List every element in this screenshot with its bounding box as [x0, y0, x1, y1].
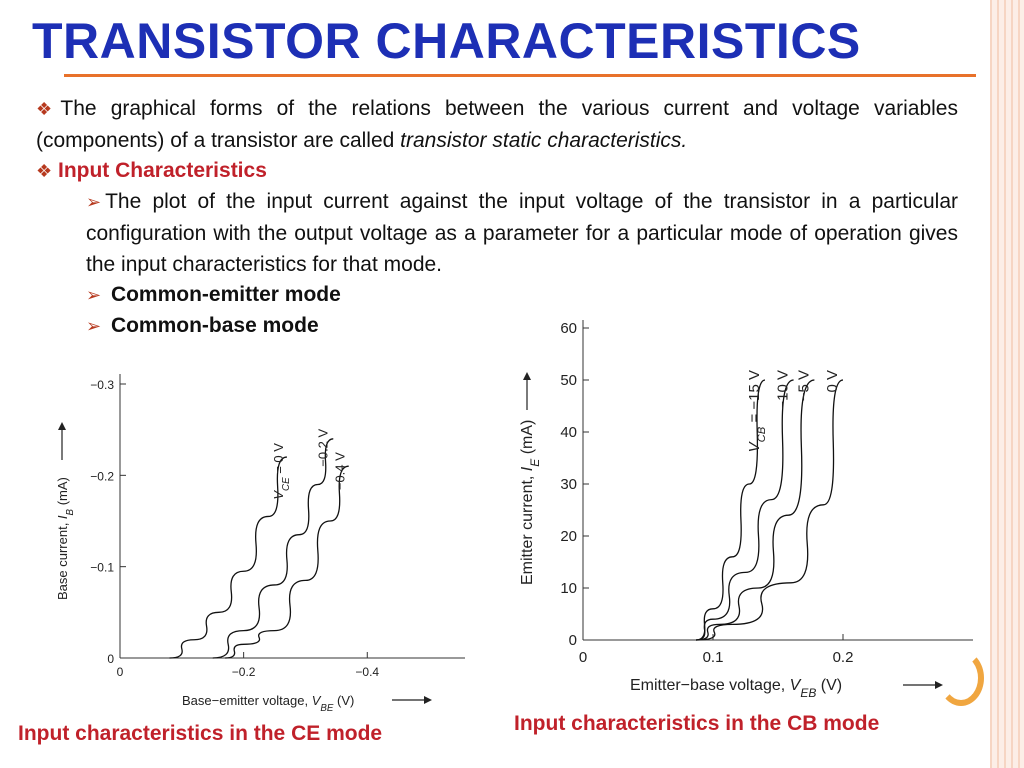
ce-chart-caption: Input characteristics in the CE mode	[18, 722, 383, 745]
y-axis-arrow-head	[58, 422, 66, 430]
x-tick-label: 0	[579, 649, 587, 666]
y-axis-label: Emitter current, IE (mA)	[519, 420, 542, 585]
x-axis-arrow-head	[424, 696, 432, 704]
x-tick-label: −0.2	[232, 665, 256, 679]
series-label-group: VCE = 0 V	[271, 443, 292, 500]
arrow-bullet-icon: ➢	[86, 285, 102, 305]
series-line	[696, 379, 815, 641]
y-tick-label: 50	[560, 372, 577, 389]
y-tick-label: 10	[560, 580, 577, 597]
series-label: VCB = −15 V	[746, 370, 768, 452]
y-tick-label: −0.2	[90, 469, 114, 483]
bullet-common-base: ➢ Common-base mode	[86, 310, 686, 342]
series-label-group: VCB = −15 V	[746, 370, 768, 452]
bullet-definition: ❖The graphical forms of the relations be…	[36, 93, 958, 156]
y-axis-arrow-head	[523, 372, 531, 380]
series-label: −0.4 V	[333, 452, 348, 490]
y-tick-label: 30	[560, 476, 577, 493]
series-label-group: −0.4 V	[333, 452, 348, 490]
x-tick-label: 0.2	[833, 649, 854, 666]
decorative-arc	[938, 650, 984, 706]
y-tick-label: −0.1	[90, 561, 114, 575]
y-tick-label: 0	[107, 652, 114, 666]
y-axis-label-group: Emitter current, IE (mA)	[519, 372, 542, 585]
series-label-group: 0 V	[824, 370, 841, 393]
series-line	[212, 438, 334, 659]
cb-input-characteristics-chart: 0 0.1 0.2 0 10 20 30 40 50 60 Emitter−base voltage…	[519, 320, 973, 700]
mode-label: Common-emitter mode	[110, 283, 341, 306]
series-label: −10 V	[775, 370, 792, 410]
y-tick-label: −0.3	[90, 378, 114, 392]
diamond-bullet-icon: ❖	[36, 161, 53, 181]
series-label: −5 V	[795, 370, 812, 401]
title-underline	[64, 74, 976, 77]
series-label: VCE = 0 V	[271, 443, 292, 500]
bullet-input-plot-description: ➢ The plot of the input current against t…	[86, 186, 958, 280]
diamond-bullet-icon: ❖	[36, 99, 61, 119]
series-line	[225, 465, 349, 659]
y-tick-label: 60	[560, 320, 577, 337]
x-tick-label: −0.4	[355, 665, 379, 679]
series-label: 0 V	[824, 370, 841, 393]
series-label-group: −5 V	[795, 370, 812, 401]
arrow-bullet-icon: ➢	[86, 192, 102, 212]
series-line	[696, 379, 766, 641]
slide-title: TRANSISTOR CHARACTERISTICS	[32, 13, 861, 69]
y-tick-label: 40	[560, 424, 577, 441]
y-axis-label-group: Base current, IB (mA)	[55, 422, 76, 600]
decorative-stripe-border	[976, 0, 1024, 768]
x-tick-label: 0.1	[703, 649, 724, 666]
definition-term: transistor static characteristics.	[400, 129, 688, 152]
bullet-input-characteristics: ❖ Input Characteristics	[36, 155, 958, 187]
section-heading: Input Characteristics	[57, 159, 267, 182]
series-label: −0.2 V	[315, 428, 330, 466]
y-tick-label: 20	[560, 528, 577, 545]
x-axis-label: Base−emitter voltage, VBE (V)	[182, 693, 354, 714]
definition-text: The graphical forms of the relations bet…	[36, 97, 958, 152]
y-axis-label: Base current, IB (mA)	[55, 477, 76, 600]
y-tick-label: 0	[569, 632, 577, 649]
series-label-group: −0.2 V	[315, 428, 330, 466]
x-axis-label: Emitter−base voltage, VEB (V)	[630, 677, 842, 700]
description-text: The plot of the input current against th…	[86, 190, 958, 276]
series-line	[169, 456, 288, 659]
series-line	[696, 379, 794, 641]
series-line	[696, 379, 844, 641]
cb-chart-caption: Input characteristics in the CB mode	[514, 712, 880, 735]
bullet-common-emitter: ➢ Common-emitter mode	[86, 279, 686, 311]
series-label-group: −10 V	[775, 370, 792, 410]
mode-label: Common-base mode	[110, 314, 319, 337]
arrow-bullet-icon: ➢	[86, 316, 102, 336]
ce-input-characteristics-chart: 0 −0.2 −0.4 0 −0.1 −0.2 −0.3 Base−emitter volta…	[55, 374, 465, 714]
x-tick-label: 0	[117, 665, 124, 679]
